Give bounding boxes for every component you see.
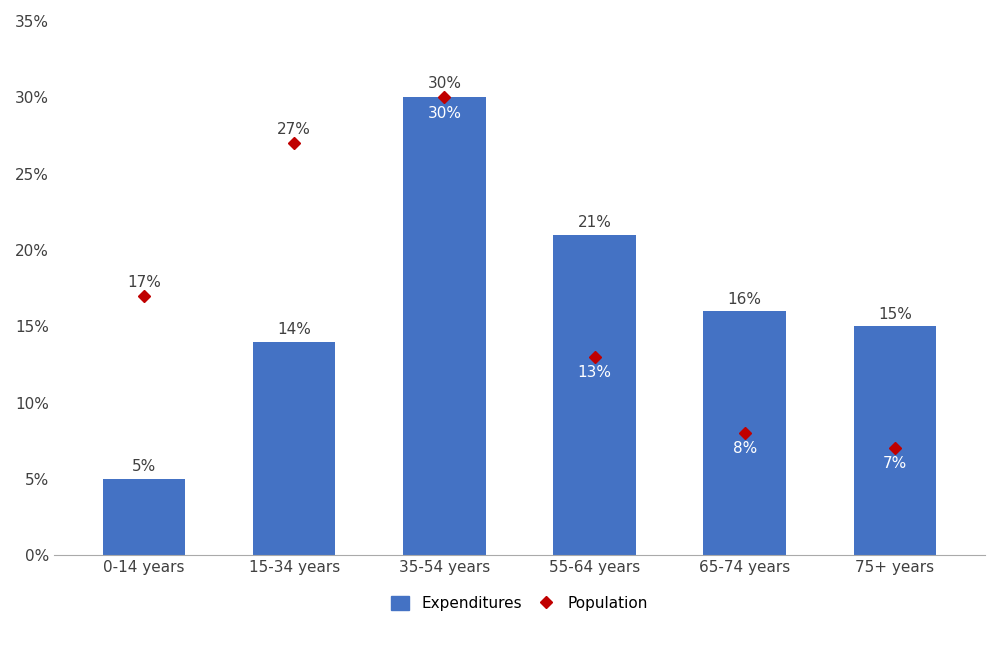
Text: 14%: 14% [277,322,311,337]
Text: 16%: 16% [728,291,762,306]
Text: 15%: 15% [878,307,912,322]
Bar [403,97,486,555]
Bar [553,234,636,555]
Text: 17%: 17% [127,275,161,289]
Bar [103,479,185,555]
Text: 8%: 8% [733,441,757,456]
Text: 30%: 30% [427,107,461,121]
Text: 30%: 30% [427,76,461,91]
Text: 7%: 7% [883,456,907,471]
Bar [253,342,335,555]
Bar [703,311,786,555]
Bar [854,326,936,555]
Text: 13%: 13% [578,364,612,379]
Text: 21%: 21% [578,215,611,230]
Text: 5%: 5% [132,460,156,474]
Text: 27%: 27% [277,122,311,137]
Legend: Expenditures, Population: Expenditures, Population [385,590,654,617]
